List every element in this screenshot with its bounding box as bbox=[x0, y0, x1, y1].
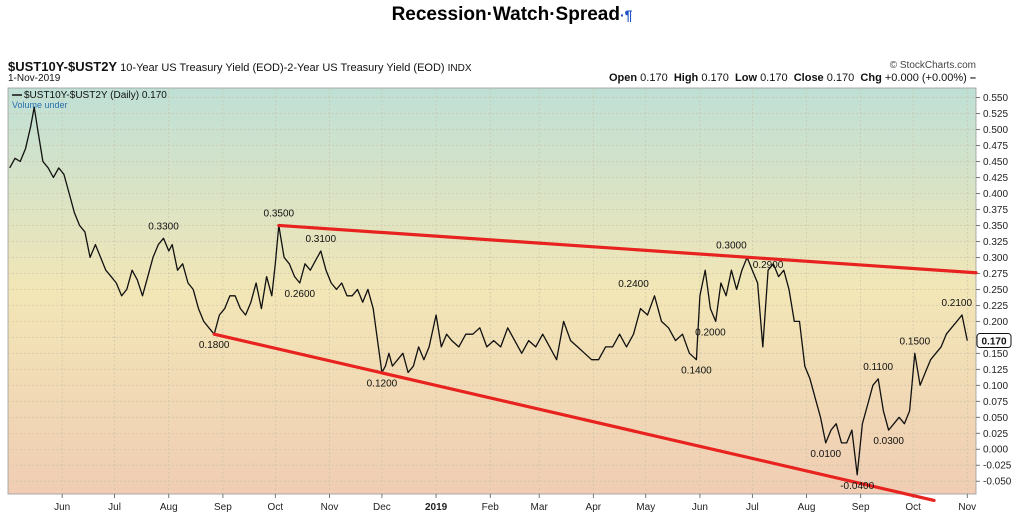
symbol-description: 10-Year US Treasury Yield (EOD)-2-Year U… bbox=[120, 62, 445, 74]
stockcharts-credit: © StockCharts.com bbox=[889, 60, 976, 71]
peak-annotation: 0.3100 bbox=[305, 234, 336, 245]
peak-annotation: 0.3000 bbox=[716, 240, 747, 251]
x-tick-label: Jun bbox=[54, 502, 70, 513]
x-tick-label: Apr bbox=[586, 502, 602, 513]
plot-area bbox=[7, 87, 977, 495]
y-tick-label: -0.025 bbox=[983, 461, 1012, 472]
y-tick-label: 0.550 bbox=[983, 93, 1008, 104]
x-tick-label: May bbox=[636, 502, 655, 513]
y-tick-label: 0.425 bbox=[983, 173, 1008, 184]
x-tick-label: Jul bbox=[108, 502, 121, 513]
peak-annotation: 0.1800 bbox=[199, 340, 230, 351]
page-title: Recession·Watch·Spread·¶ bbox=[391, 4, 633, 25]
x-tick-label: Oct bbox=[268, 502, 284, 513]
peak-annotation: 0.3500 bbox=[264, 208, 295, 219]
y-tick-label: 0.475 bbox=[983, 141, 1008, 152]
x-tick-label: Feb bbox=[482, 502, 500, 513]
y-tick-label: 0.500 bbox=[983, 125, 1008, 136]
grid bbox=[8, 88, 976, 494]
y-tick-label: 0.150 bbox=[983, 349, 1008, 360]
upper-trendline bbox=[277, 223, 978, 275]
y-tick-label: 0.400 bbox=[983, 189, 1008, 200]
axes: 0.550 0.525 0.500 0.475 0.450 0.425 0.400 0.375… bbox=[54, 93, 1012, 513]
y-tick-label: 0.025 bbox=[983, 429, 1008, 440]
trendline-layer bbox=[212, 223, 978, 502]
symbol: $UST10Y-$UST2Y bbox=[8, 59, 118, 74]
x-tick-label: Oct bbox=[905, 502, 921, 513]
peak-annotation: 0.2900 bbox=[753, 260, 784, 271]
y-tick-label: 0.375 bbox=[983, 205, 1008, 216]
peak-annotation: 0.2000 bbox=[695, 327, 726, 338]
y-tick-label: 0.300 bbox=[983, 253, 1008, 264]
peak-annotation: 0.0100 bbox=[810, 449, 841, 460]
annotation-layer: 0.3300 0.1800 0.3500 0.3100 0.2600 0.1200 0.24… bbox=[148, 208, 972, 491]
peak-annotation: 0.3300 bbox=[148, 221, 179, 232]
x-tick-label: Jun bbox=[692, 502, 708, 513]
x-tick-label: Sep bbox=[214, 502, 232, 513]
pilcrow-mark: ·¶ bbox=[619, 7, 633, 23]
x-tick-label: Aug bbox=[798, 502, 816, 513]
legend: $UST10Y-$UST2Y (Daily) 0.170 Volume unde… bbox=[12, 90, 167, 110]
last-value-label: 0.170 bbox=[981, 337, 1006, 348]
y-tick-label: 0.450 bbox=[983, 157, 1008, 168]
exchange: INDX bbox=[447, 63, 472, 74]
y-tick-label: 0.125 bbox=[983, 365, 1008, 376]
peak-annotation: -0.0400 bbox=[840, 481, 874, 492]
x-tick-label: Jul bbox=[746, 502, 759, 513]
y-tick-label: 0.200 bbox=[983, 317, 1008, 328]
peak-annotation: 0.2100 bbox=[941, 298, 972, 309]
peak-annotation: 0.1400 bbox=[681, 366, 712, 377]
peak-annotation: 0.2400 bbox=[618, 279, 649, 290]
series-layer bbox=[9, 106, 968, 476]
y-tick-label: 0.275 bbox=[983, 269, 1008, 280]
y-tick-label: 0.525 bbox=[983, 109, 1008, 120]
lower-trendline bbox=[212, 332, 936, 502]
y-tick-label: 0.100 bbox=[983, 381, 1008, 392]
y-tick-label: 0.075 bbox=[983, 397, 1008, 408]
last-value-badge bbox=[976, 333, 1012, 349]
peak-annotation: 0.1100 bbox=[863, 362, 893, 373]
ohlc-readout: Open 0.170 High 0.170 Low 0.170 Close 0.… bbox=[608, 72, 976, 84]
y-tick-label: 0.250 bbox=[983, 285, 1008, 296]
chart-date: 1-Nov-2019 bbox=[8, 73, 61, 84]
y-tick-label: -0.050 bbox=[983, 477, 1012, 488]
x-tick-label: Nov bbox=[321, 502, 339, 513]
chart-header: $UST10Y-$UST2Y 10-Year US Treasury Yield… bbox=[8, 59, 472, 74]
x-tick-label: Mar bbox=[531, 502, 549, 513]
y-tick-label: 0.325 bbox=[983, 237, 1008, 248]
x-tick-label: Sep bbox=[852, 502, 870, 513]
x-tick-label: Aug bbox=[160, 502, 178, 513]
peak-annotation: 0.2600 bbox=[285, 289, 316, 300]
y-tick-label: 0.225 bbox=[983, 301, 1008, 312]
x-tick-label: Nov bbox=[958, 502, 976, 513]
y-tick-label: 0.350 bbox=[983, 221, 1008, 232]
peak-annotation: 0.0300 bbox=[873, 436, 904, 447]
y-tick-label: 0.000 bbox=[983, 445, 1008, 456]
peak-annotation: 0.1200 bbox=[367, 379, 398, 390]
legend-volume-label: Volume under bbox=[12, 100, 68, 110]
y-tick-label: 0.050 bbox=[983, 413, 1008, 424]
x-tick-label: 2019 bbox=[425, 502, 448, 513]
peak-annotation: 0.1500 bbox=[900, 336, 931, 347]
spread-series-line bbox=[9, 106, 968, 476]
legend-series-label: $UST10Y-$UST2Y (Daily) 0.170 bbox=[24, 90, 167, 101]
x-tick-label: Dec bbox=[373, 502, 391, 513]
